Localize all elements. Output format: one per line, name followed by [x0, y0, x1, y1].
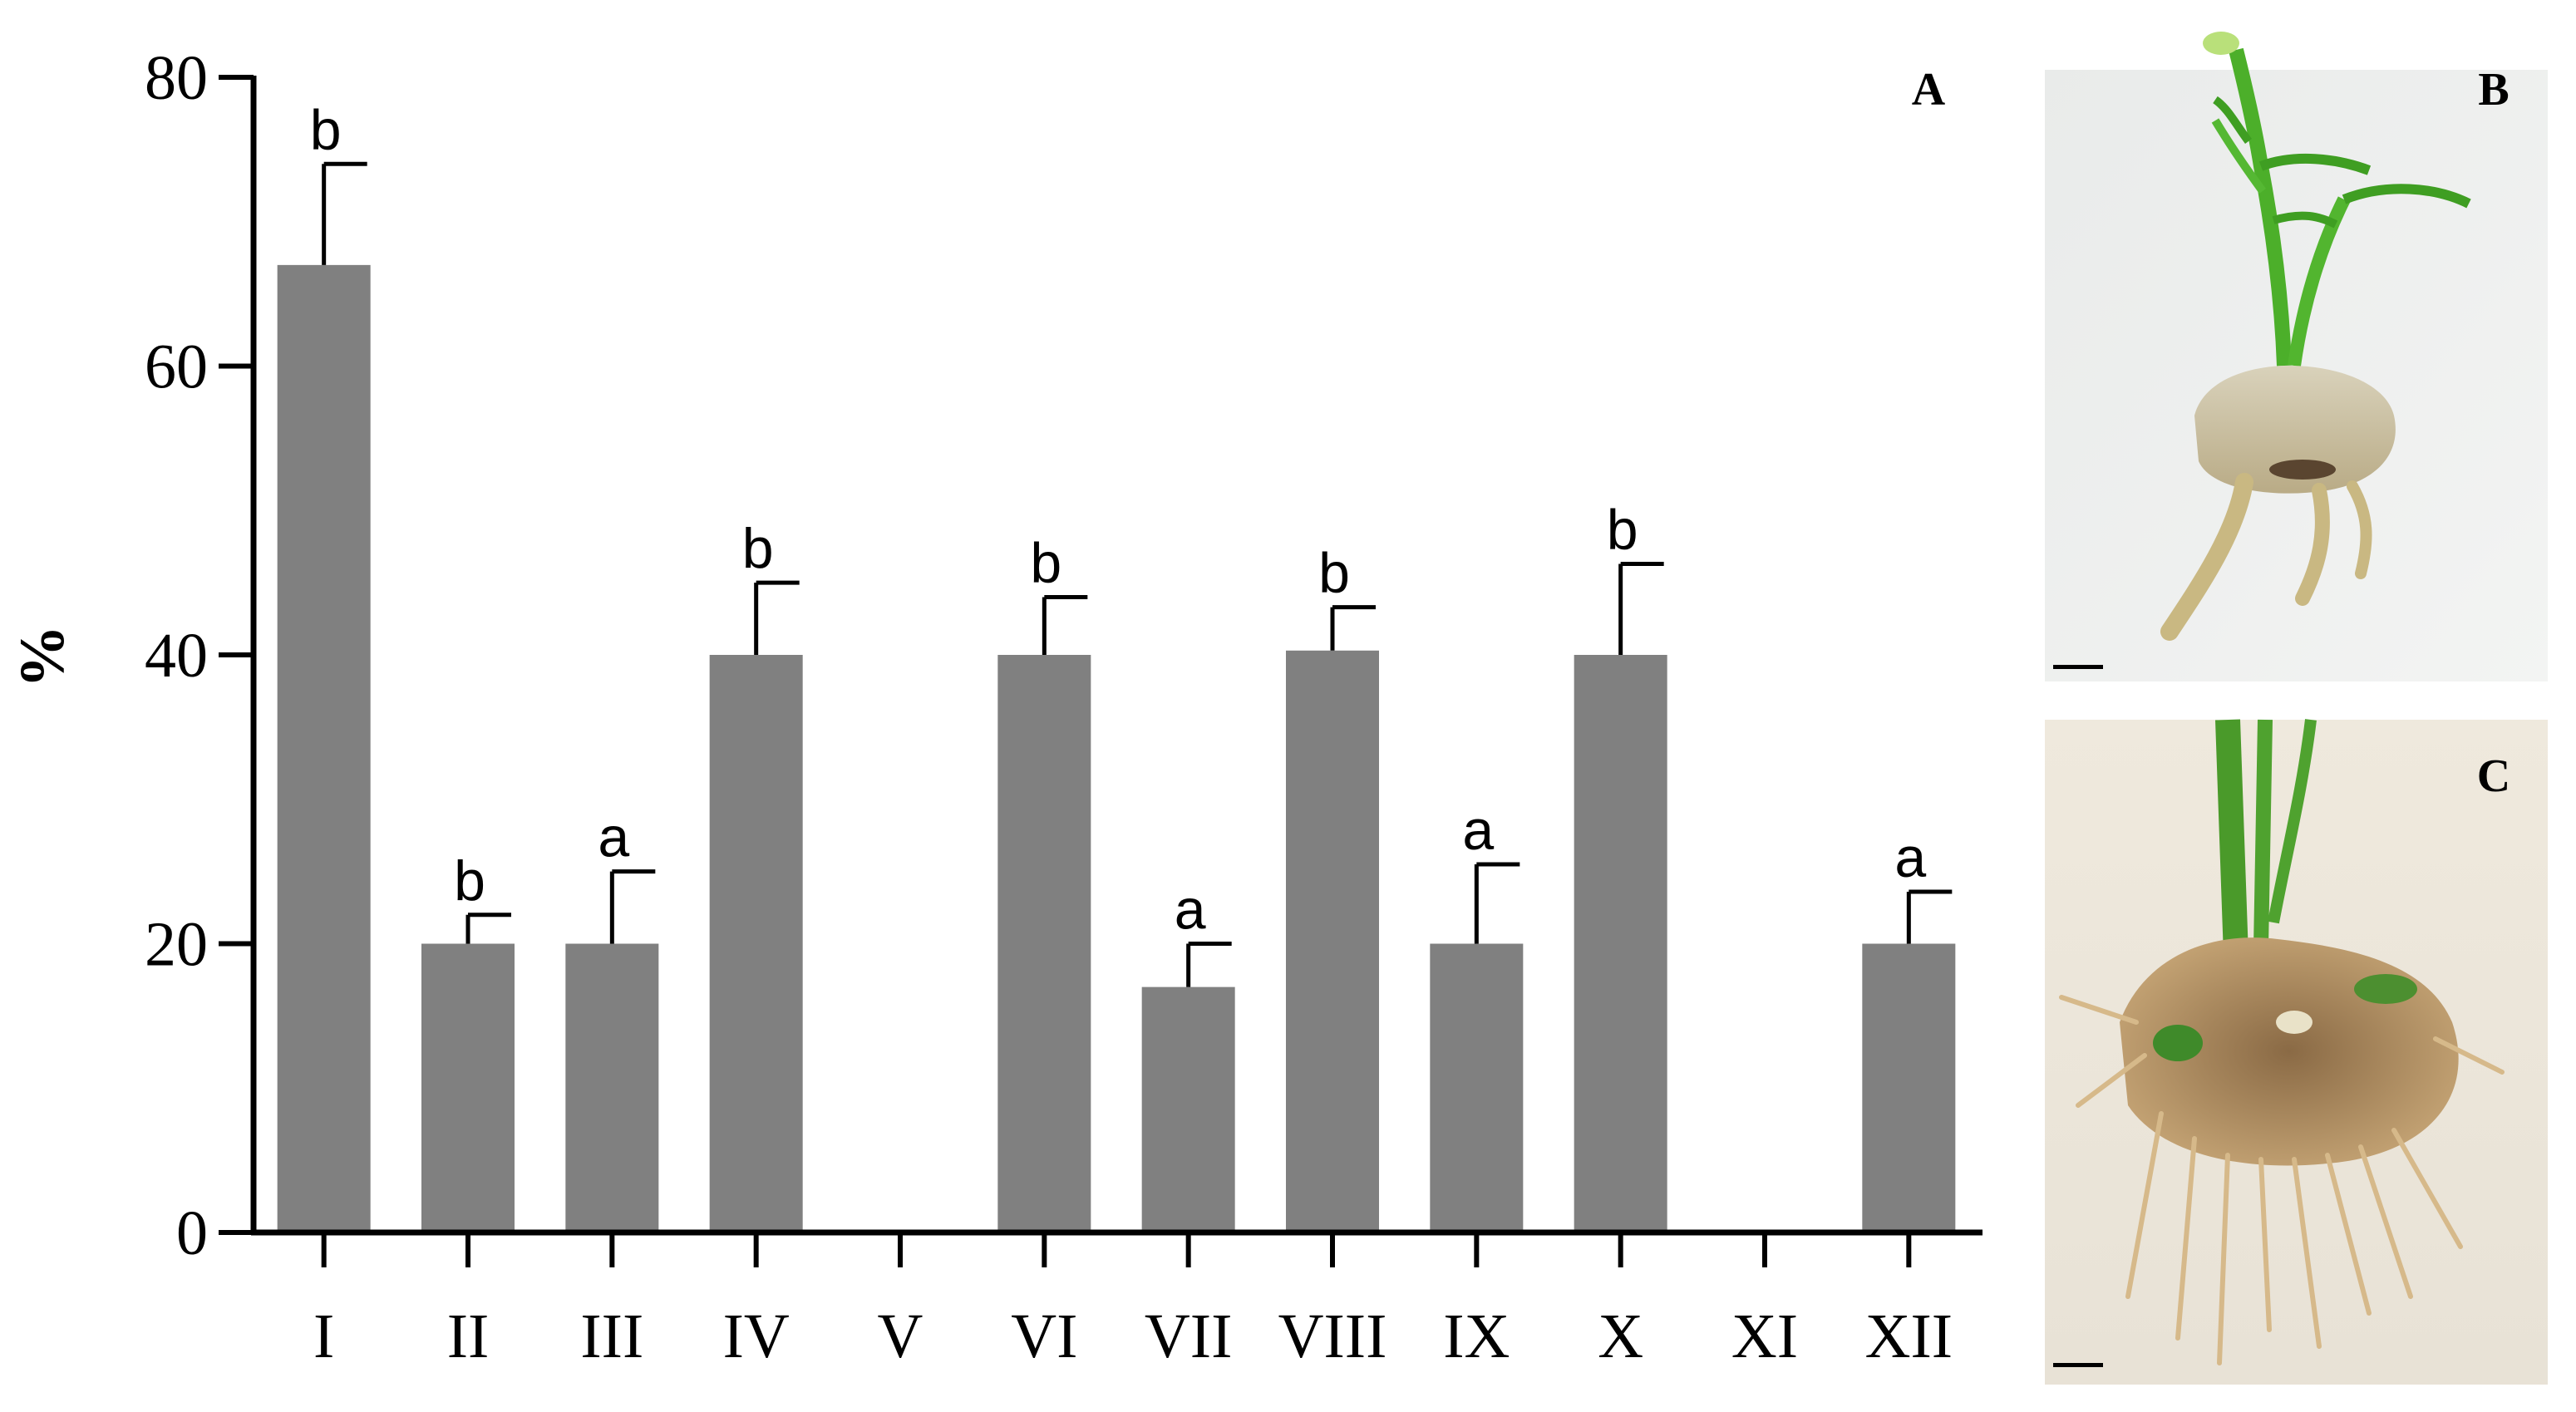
x-tick-label-VII: VII — [1145, 1301, 1233, 1371]
bar-VII — [1141, 986, 1235, 1232]
significance-letter-VIII: b — [1318, 542, 1350, 605]
y-tick-label-20: 20 — [145, 910, 208, 980]
error-bars-layer — [322, 161, 1953, 987]
panel-label-b: B — [2478, 64, 2509, 116]
error-bar-VI — [1042, 595, 1088, 655]
error-bar-IX — [1474, 862, 1520, 944]
error-bar-VIII — [1330, 605, 1376, 651]
significance-letter-VI: b — [1030, 532, 1061, 595]
bar-III — [565, 943, 659, 1232]
error-bar-IV — [754, 580, 800, 655]
bar-IV — [709, 655, 803, 1232]
photo-panel-c: C — [2045, 719, 2548, 1385]
plantlet-shoot-photo — [2160, 32, 2471, 641]
x-tick-label-X: X — [1598, 1301, 1643, 1371]
x-tick-label-I: I — [313, 1301, 334, 1371]
bar-XII — [1862, 943, 1956, 1232]
significance-letter-III: a — [598, 806, 629, 869]
error-bar-XII — [1906, 889, 1953, 944]
panel-label-a: A — [1912, 64, 1946, 116]
photo-panel-b: B — [2045, 32, 2548, 681]
y-tick-label-40: 40 — [145, 621, 208, 691]
significance-letter-IV: b — [742, 517, 774, 580]
y-tick-label-0: 0 — [176, 1198, 208, 1268]
error-bar-II — [465, 913, 511, 944]
significance-letter-X: b — [1607, 499, 1638, 562]
error-bar-VII — [1186, 942, 1232, 987]
y-tick-label-80: 80 — [145, 43, 208, 113]
significance-letter-VII: a — [1175, 878, 1206, 942]
error-bar-I — [322, 161, 367, 265]
error-bar-X — [1618, 562, 1664, 655]
x-tick-label-III: III — [580, 1301, 643, 1371]
bar-II — [421, 943, 515, 1232]
significance-letter-II: b — [454, 849, 485, 913]
y-axis-label: % — [7, 625, 77, 688]
x-tick-label-XI: XI — [1731, 1301, 1798, 1371]
x-tick-label-II: II — [447, 1301, 490, 1371]
x-tick-label-VIII: VIII — [1278, 1301, 1387, 1371]
y-tick-label-60: 60 — [145, 332, 208, 402]
x-ticks-layer: I II III IV V VI VII VIII IX X XI XII — [313, 1232, 1953, 1371]
bar-X — [1574, 655, 1667, 1232]
y-ticks-layer: 0 20 40 60 80 — [145, 43, 254, 1268]
significance-letter-XII: a — [1894, 826, 1926, 889]
significance-letter-IX: a — [1462, 799, 1494, 862]
bar-VIII — [1286, 650, 1379, 1232]
scale-bar-c — [2053, 1363, 2103, 1367]
bar-VI — [997, 655, 1091, 1232]
error-bar-III — [609, 869, 656, 944]
x-tick-label-IV: IV — [723, 1301, 790, 1371]
bars-layer — [277, 264, 1956, 1232]
significance-letter-I: b — [310, 98, 342, 161]
bar-IX — [1430, 943, 1524, 1232]
panel-label-c: C — [2477, 750, 2510, 802]
scale-bar-b — [2053, 665, 2103, 669]
bar-I — [277, 264, 371, 1232]
plantlet-roots-photo — [2059, 719, 2505, 1365]
x-tick-label-VI: VI — [1011, 1301, 1077, 1371]
x-tick-label-XII: XII — [1865, 1301, 1953, 1371]
significance-letters-layer: b b a b b a b a b a — [310, 98, 1927, 941]
x-tick-label-IX: IX — [1443, 1301, 1510, 1371]
x-tick-label-V: V — [878, 1301, 924, 1371]
